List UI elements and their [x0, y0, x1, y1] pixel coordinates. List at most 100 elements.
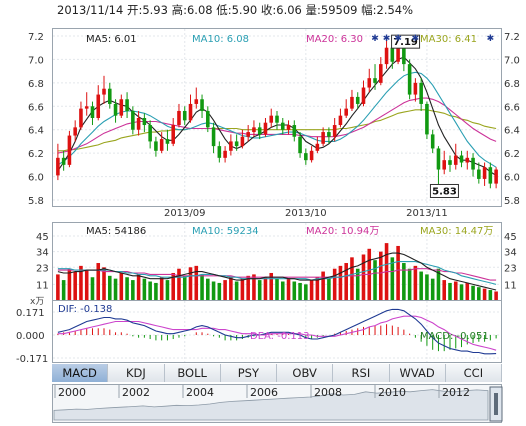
change-value: 2.54% — [376, 3, 414, 17]
event-marker: ✱ — [487, 34, 495, 44]
volume-bar — [257, 280, 262, 300]
price-y-tick: 6.4 — [28, 126, 44, 137]
volume-bar — [125, 277, 129, 300]
volume-bar — [148, 281, 152, 300]
volume-bar — [142, 278, 147, 300]
volume-bars — [56, 243, 498, 300]
candle — [206, 106, 210, 133]
ma20-volume-label: MA20: 10.94万 — [306, 226, 379, 237]
price-x-tick: 2013/10 — [285, 208, 327, 219]
volume-bar — [96, 263, 101, 300]
price-y-tick: 6.6 — [28, 102, 44, 113]
volume-bar — [436, 268, 441, 300]
volume-bar — [402, 263, 406, 300]
timeline-year-label: 2002 — [122, 386, 150, 399]
tab-psy[interactable]: PSY — [220, 364, 277, 382]
volume-bar — [309, 280, 314, 300]
svg-text:5.83: 5.83 — [432, 186, 457, 197]
tab-obv[interactable]: OBV — [277, 364, 334, 382]
volume-bar — [280, 281, 285, 300]
volume-bar — [234, 281, 239, 300]
volume-y-tick-right: 23 — [504, 263, 517, 274]
volume-bar — [188, 267, 193, 300]
price-y-tick-right: 6.8 — [504, 79, 520, 90]
price-y-tick-right: 6.2 — [504, 149, 520, 160]
candle — [148, 120, 152, 149]
price-y-tick-right: 6.0 — [504, 173, 520, 184]
volume-bar — [79, 265, 83, 300]
candle — [113, 99, 118, 123]
volume-bar — [482, 288, 487, 300]
tab-cci[interactable]: CCI — [445, 364, 502, 382]
volume-bar — [102, 267, 106, 300]
tab-rsi[interactable]: RSI — [333, 364, 390, 382]
price-y-tick-right: 6.6 — [504, 102, 520, 113]
volume-bar — [206, 278, 210, 300]
candle — [494, 167, 498, 189]
candle — [482, 162, 487, 186]
volume-bar — [246, 275, 250, 300]
event-marker: ✱ — [383, 34, 391, 44]
tab-wvad[interactable]: WVAD — [389, 364, 446, 382]
event-marker: ✱ — [412, 34, 420, 44]
macd-y-ticks: 0.171 0.000 -0.171 — [16, 308, 48, 365]
volume-unit: x万 — [30, 297, 44, 307]
volume-bar — [453, 281, 458, 300]
timeline-scroll-handle[interactable] — [489, 386, 503, 422]
volume-bar — [413, 265, 418, 300]
price-markers: 7.195.83✱ ✱ ✱ ✱ ✱ — [371, 34, 495, 198]
candle — [79, 101, 83, 130]
candle — [379, 57, 383, 86]
volume-ma-lines — [57, 252, 497, 291]
candle — [252, 120, 256, 137]
tab-kdj[interactable]: KDJ — [108, 364, 165, 382]
volume-bar — [73, 271, 77, 300]
candle — [321, 127, 325, 147]
candle — [159, 132, 164, 154]
volume-bar — [113, 278, 118, 300]
volume-bar — [263, 277, 268, 300]
price-x-tick: 2013/11 — [406, 208, 448, 219]
ma20-price-label: MA20: 6.30 — [306, 34, 363, 45]
volume-bar — [379, 251, 383, 300]
tab-boll[interactable]: BOLL — [164, 364, 221, 382]
candle — [246, 125, 250, 142]
price-y-tick: 6.2 — [28, 149, 44, 160]
candle — [453, 143, 458, 170]
volume-ma5-line — [57, 252, 497, 291]
candle — [327, 127, 331, 144]
candle — [373, 64, 377, 90]
volume-bar — [361, 254, 366, 300]
candle — [280, 118, 285, 135]
timeline-year-label: 2004 — [186, 386, 214, 399]
price-y-ticks: 7.2 7.2 7.0 7.0 6.8 6.8 6.6 6.6 6.4 6.4 6.2 6.2 6.0 6… — [28, 32, 520, 207]
timeline-year-label: 2008 — [314, 386, 342, 399]
candle — [355, 92, 360, 109]
price-y-tick: 7.0 — [28, 55, 44, 66]
volume-y-tick-right: 34 — [504, 248, 517, 259]
dif-label: DIF: -0.138 — [58, 304, 112, 315]
volume-bar — [332, 268, 337, 300]
quote-summary: 2013/11/14 开:5.93 高:6.08 低:5.90 收:6.06 量… — [57, 2, 413, 18]
volume-bar — [154, 282, 158, 300]
volume-bar — [200, 274, 204, 300]
change-label: 幅: — [361, 3, 377, 17]
candle — [298, 132, 302, 158]
volume-bar — [298, 282, 302, 300]
candle — [315, 136, 320, 154]
candle — [229, 134, 233, 156]
open-label: 开: — [126, 3, 143, 17]
volume-y-tick: 45 — [36, 232, 49, 243]
tab-macd[interactable]: MACD — [52, 364, 109, 382]
volume-bar — [390, 257, 395, 300]
high-value: 6.08 — [186, 3, 213, 17]
svg-text:7.19: 7.19 — [393, 37, 418, 48]
volume-bar — [494, 291, 498, 300]
timeline-overview[interactable] — [53, 389, 489, 421]
volume-label: 量: — [305, 3, 321, 17]
candle — [177, 103, 181, 128]
timeline-area — [53, 389, 489, 421]
volume-ma10-line — [57, 261, 497, 285]
candle — [477, 162, 481, 184]
